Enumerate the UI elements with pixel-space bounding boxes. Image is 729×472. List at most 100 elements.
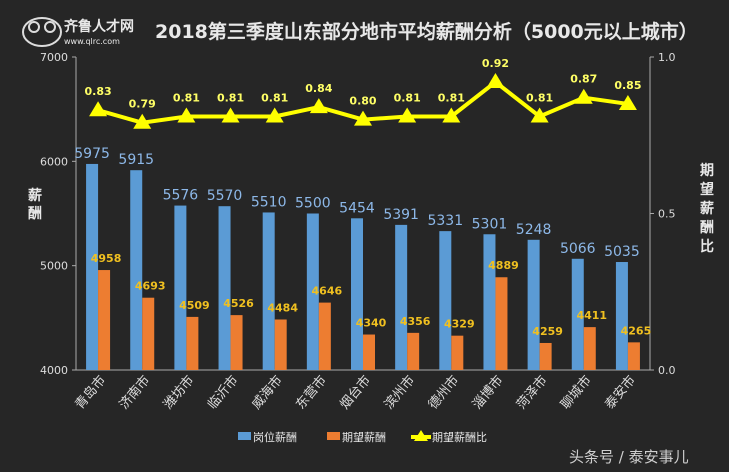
data-label: 5066 [560, 241, 596, 257]
line-marker [442, 107, 461, 123]
data-label: 4340 [356, 317, 387, 330]
y-tick-label: 6000 [40, 155, 68, 168]
x-tick-label: 威海市 [248, 372, 285, 412]
legend-triangle-icon [414, 430, 428, 441]
bar-期望薪酬 [318, 302, 331, 370]
x-tick-label: 菏泽市 [513, 372, 550, 412]
data-label: 0.87 [570, 73, 597, 86]
bar-期望薪酬 [495, 277, 508, 370]
legend-swatch-orange [327, 432, 340, 440]
data-label: 4958 [91, 252, 122, 265]
line-marker [574, 88, 593, 104]
data-label: 0.84 [305, 82, 332, 95]
bar-岗位薪酬 [130, 170, 143, 370]
logo-text: 齐鲁人才网 [64, 18, 134, 35]
legend: 岗位薪酬 期望薪酬 期望薪酬比 [238, 430, 487, 444]
bar-期望薪酬 [583, 327, 596, 370]
line-marker [133, 113, 152, 129]
line-marker [486, 73, 505, 89]
bar-期望薪酬 [98, 270, 111, 370]
x-tick-label: 青岛市 [72, 372, 109, 412]
bar-期望薪酬 [363, 334, 375, 370]
x-tick-label: 潍坊市 [160, 372, 197, 412]
data-label: 0.81 [217, 91, 244, 104]
bar-期望薪酬 [274, 319, 287, 370]
bar-期望薪酬 [627, 342, 640, 370]
data-label: 0.81 [526, 91, 553, 104]
data-label: 4509 [179, 299, 210, 312]
data-label: 5301 [472, 216, 508, 232]
bar-期望薪酬 [186, 316, 199, 370]
logo: 齐鲁人才网 www.qlrc.com [22, 17, 134, 47]
data-label: 4693 [135, 280, 166, 293]
logo-url: www.qlrc.com [64, 37, 120, 46]
data-label: 5975 [74, 146, 110, 162]
line-marker [89, 101, 108, 117]
bar-岗位薪酬 [351, 218, 363, 370]
y-tick-label: 7000 [40, 51, 68, 64]
bar-期望薪酬 [539, 342, 552, 370]
legend-label: 期望薪酬 [342, 431, 386, 444]
chart-title: 2018第三季度山东部分地市平均薪酬分析（5000元以上城市） [155, 20, 698, 43]
line-marker [354, 110, 372, 126]
line-marker [177, 107, 196, 123]
x-tick-label: 德州市 [425, 372, 462, 412]
bar-岗位薪酬 [218, 206, 231, 370]
data-label: 0.81 [173, 91, 200, 104]
data-label: 5500 [295, 196, 331, 212]
data-label: 4259 [532, 325, 563, 338]
bar-岗位薪酬 [527, 239, 540, 370]
x-tick-label: 聊城市 [557, 372, 594, 412]
data-label: 4646 [312, 285, 343, 298]
data-label: 0.80 [349, 95, 376, 108]
y2-tick-label: 0.5 [658, 208, 676, 221]
data-label: 4484 [267, 302, 298, 315]
data-label: 0.83 [85, 85, 112, 98]
data-label: 5331 [427, 213, 463, 229]
data-label: 4265 [621, 324, 652, 337]
data-label: 5510 [251, 194, 287, 210]
bar-岗位薪酬 [174, 205, 187, 370]
x-tick-label: 济南市 [116, 372, 153, 412]
data-label: 0.81 [261, 91, 288, 104]
data-label: 4329 [444, 318, 475, 331]
x-tick-label: 淄博市 [469, 372, 506, 412]
bar-岗位薪酬 [571, 258, 584, 370]
data-label: 0.81 [394, 91, 421, 104]
y-tick-label: 5000 [40, 260, 68, 273]
line-marker [530, 107, 549, 123]
bar-岗位薪酬 [483, 234, 496, 370]
y2-tick-label: 0.0 [658, 364, 676, 377]
bar-期望薪酬 [407, 332, 420, 370]
line-marker [618, 94, 637, 110]
x-tick-label: 泰安市 [602, 372, 639, 412]
line-marker [265, 107, 284, 123]
data-label: 4889 [488, 259, 519, 272]
bar-期望薪酬 [142, 297, 155, 370]
x-tick-label: 烟台市 [337, 372, 374, 412]
legend-label: 岗位薪酬 [253, 430, 297, 444]
data-label: 5248 [516, 222, 552, 238]
y2-tick-label: 1.0 [658, 51, 676, 64]
data-label: 0.79 [129, 98, 156, 111]
data-label: 5035 [604, 244, 640, 260]
bar-期望薪酬 [451, 335, 464, 370]
bar-岗位薪酬 [306, 213, 319, 370]
bar-期望薪酬 [230, 315, 243, 370]
line-marker [309, 98, 328, 114]
bar-岗位薪酬 [262, 212, 275, 370]
data-label: 0.92 [482, 57, 509, 70]
legend-label: 期望薪酬比 [432, 431, 487, 444]
bar-岗位薪酬 [615, 262, 628, 370]
data-label: 5576 [163, 188, 199, 204]
y-axis-label: 薪酬 [28, 187, 42, 222]
x-tick-label: 临沂市 [204, 372, 241, 412]
data-label: 5454 [339, 200, 375, 216]
bar-岗位薪酬 [439, 231, 452, 370]
data-label: 5391 [383, 207, 419, 223]
x-tick-label: 东营市 [293, 372, 330, 412]
x-tick-label: 滨州市 [381, 372, 418, 412]
y2-axis-label: 期望薪酬比 [700, 163, 714, 255]
data-label: 4411 [576, 309, 607, 322]
